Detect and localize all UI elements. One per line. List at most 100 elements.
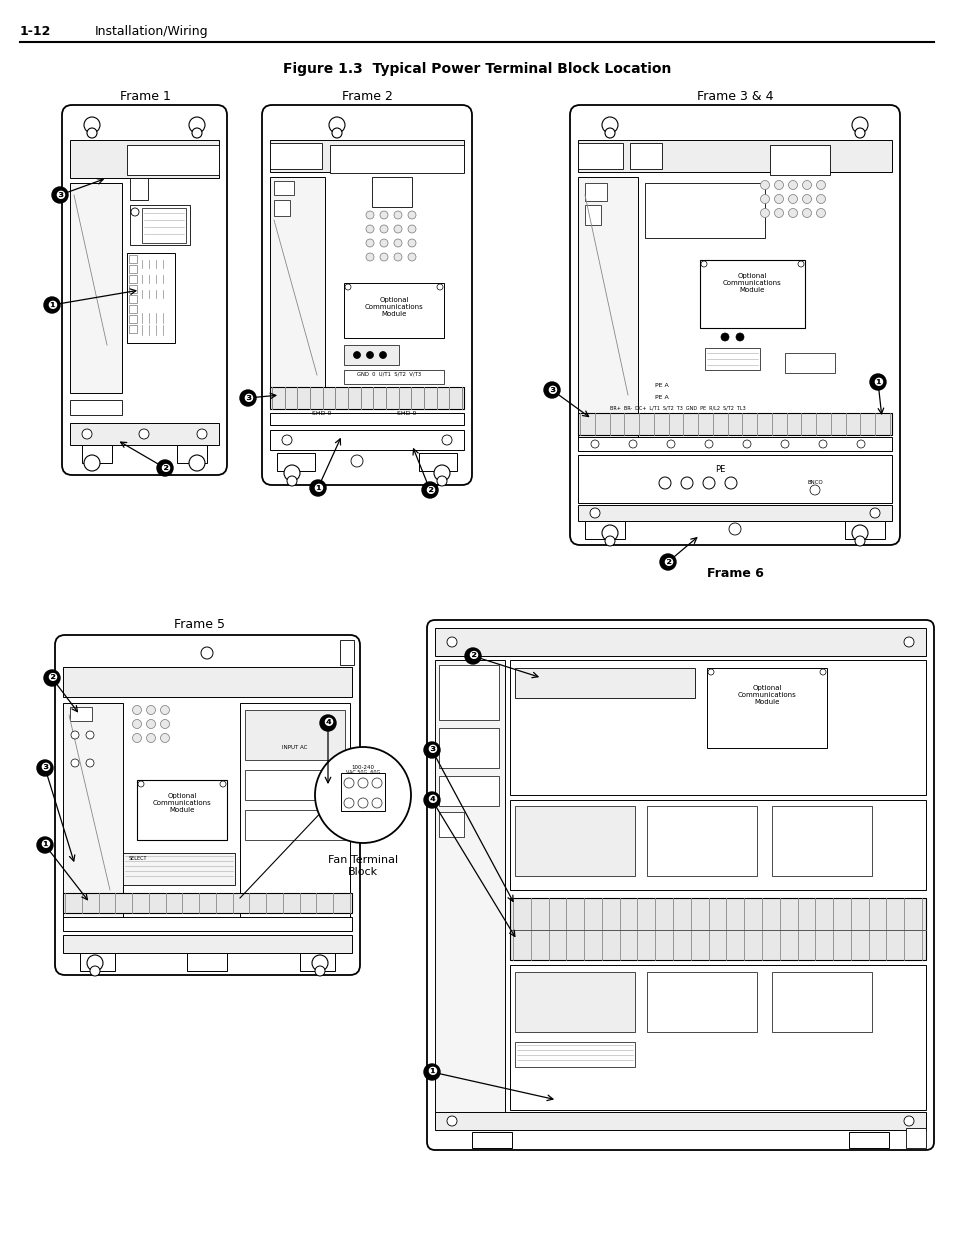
Circle shape [329,117,345,133]
Text: Optional
Communications
Module: Optional Communications Module [364,296,423,317]
Circle shape [735,333,743,341]
Bar [70,400,122,415]
Bar [245,810,345,840]
FancyBboxPatch shape [262,105,472,485]
Circle shape [781,440,788,448]
Bar [584,521,624,538]
Circle shape [408,225,416,233]
Bar [137,781,227,840]
Bar [515,1042,635,1067]
Circle shape [71,731,79,739]
Circle shape [138,781,144,787]
Bar [438,811,463,837]
Circle shape [666,440,675,448]
Text: Installation/Wiring: Installation/Wiring [95,25,209,38]
Circle shape [903,637,913,647]
Bar [515,806,635,876]
Bar [578,177,638,447]
Bar [270,387,463,409]
Circle shape [856,440,864,448]
Circle shape [157,459,172,475]
Circle shape [707,669,713,676]
Bar [578,412,891,435]
Text: ❶: ❶ [872,375,882,389]
Circle shape [788,209,797,217]
Circle shape [423,1065,439,1079]
Circle shape [131,207,139,216]
Bar [844,521,884,538]
Circle shape [680,477,692,489]
Circle shape [87,955,103,971]
Bar [127,253,174,343]
Circle shape [447,1116,456,1126]
Text: ❸: ❸ [243,391,253,405]
Circle shape [366,352,374,358]
Bar [510,800,925,890]
Bar [584,183,606,201]
Circle shape [366,253,374,261]
Bar [177,445,207,463]
Text: Frame 5: Frame 5 [174,618,225,631]
Text: ❷: ❷ [160,462,170,474]
Bar [340,773,385,811]
Circle shape [788,194,797,204]
Circle shape [344,798,354,808]
Bar [700,261,804,329]
Bar [629,143,661,169]
Circle shape [284,466,299,480]
Bar [515,668,695,698]
Circle shape [357,778,368,788]
Circle shape [240,390,255,406]
Bar [435,1112,925,1130]
Text: Frame 1: Frame 1 [119,90,171,103]
Bar [274,182,294,195]
Bar [578,437,891,451]
Bar [70,424,219,445]
Circle shape [728,522,740,535]
Text: GND  0  U/T1  S/T2  V/T3: GND 0 U/T1 S/T2 V/T3 [356,372,420,377]
Circle shape [774,194,782,204]
Circle shape [132,705,141,715]
Circle shape [774,209,782,217]
Bar [245,769,345,800]
Bar [438,664,498,720]
Bar [70,140,219,178]
Circle shape [44,671,60,685]
Circle shape [543,382,559,398]
Circle shape [423,742,439,758]
Bar [70,706,91,721]
Bar [644,183,764,238]
Text: BNCO: BNCO [806,480,822,485]
Circle shape [87,128,97,138]
Bar [584,205,600,225]
Circle shape [788,180,797,189]
Circle shape [628,440,637,448]
Circle shape [704,440,712,448]
Circle shape [818,440,826,448]
Circle shape [366,240,374,247]
Circle shape [590,440,598,448]
Bar [578,140,891,172]
Circle shape [464,648,480,664]
Bar [515,972,635,1032]
Bar [270,140,463,172]
Bar [129,266,137,273]
Text: ❶: ❶ [313,482,323,494]
Bar [905,1128,925,1149]
Circle shape [869,374,885,390]
Text: Figure 1.3  Typical Power Terminal Block Location: Figure 1.3 Typical Power Terminal Block … [282,62,671,77]
Circle shape [394,253,401,261]
Text: Optional
Communications
Module: Optional Communications Module [721,273,781,293]
Text: Fan Terminal
Block: Fan Terminal Block [328,855,397,877]
Circle shape [372,798,381,808]
Circle shape [601,525,618,541]
Bar [130,205,190,245]
Bar [704,348,760,370]
Bar [70,183,122,393]
Circle shape [421,482,437,498]
Bar [187,953,227,971]
Circle shape [851,525,867,541]
Bar [578,454,891,503]
Circle shape [192,128,202,138]
Text: ❷: ❷ [662,556,672,568]
